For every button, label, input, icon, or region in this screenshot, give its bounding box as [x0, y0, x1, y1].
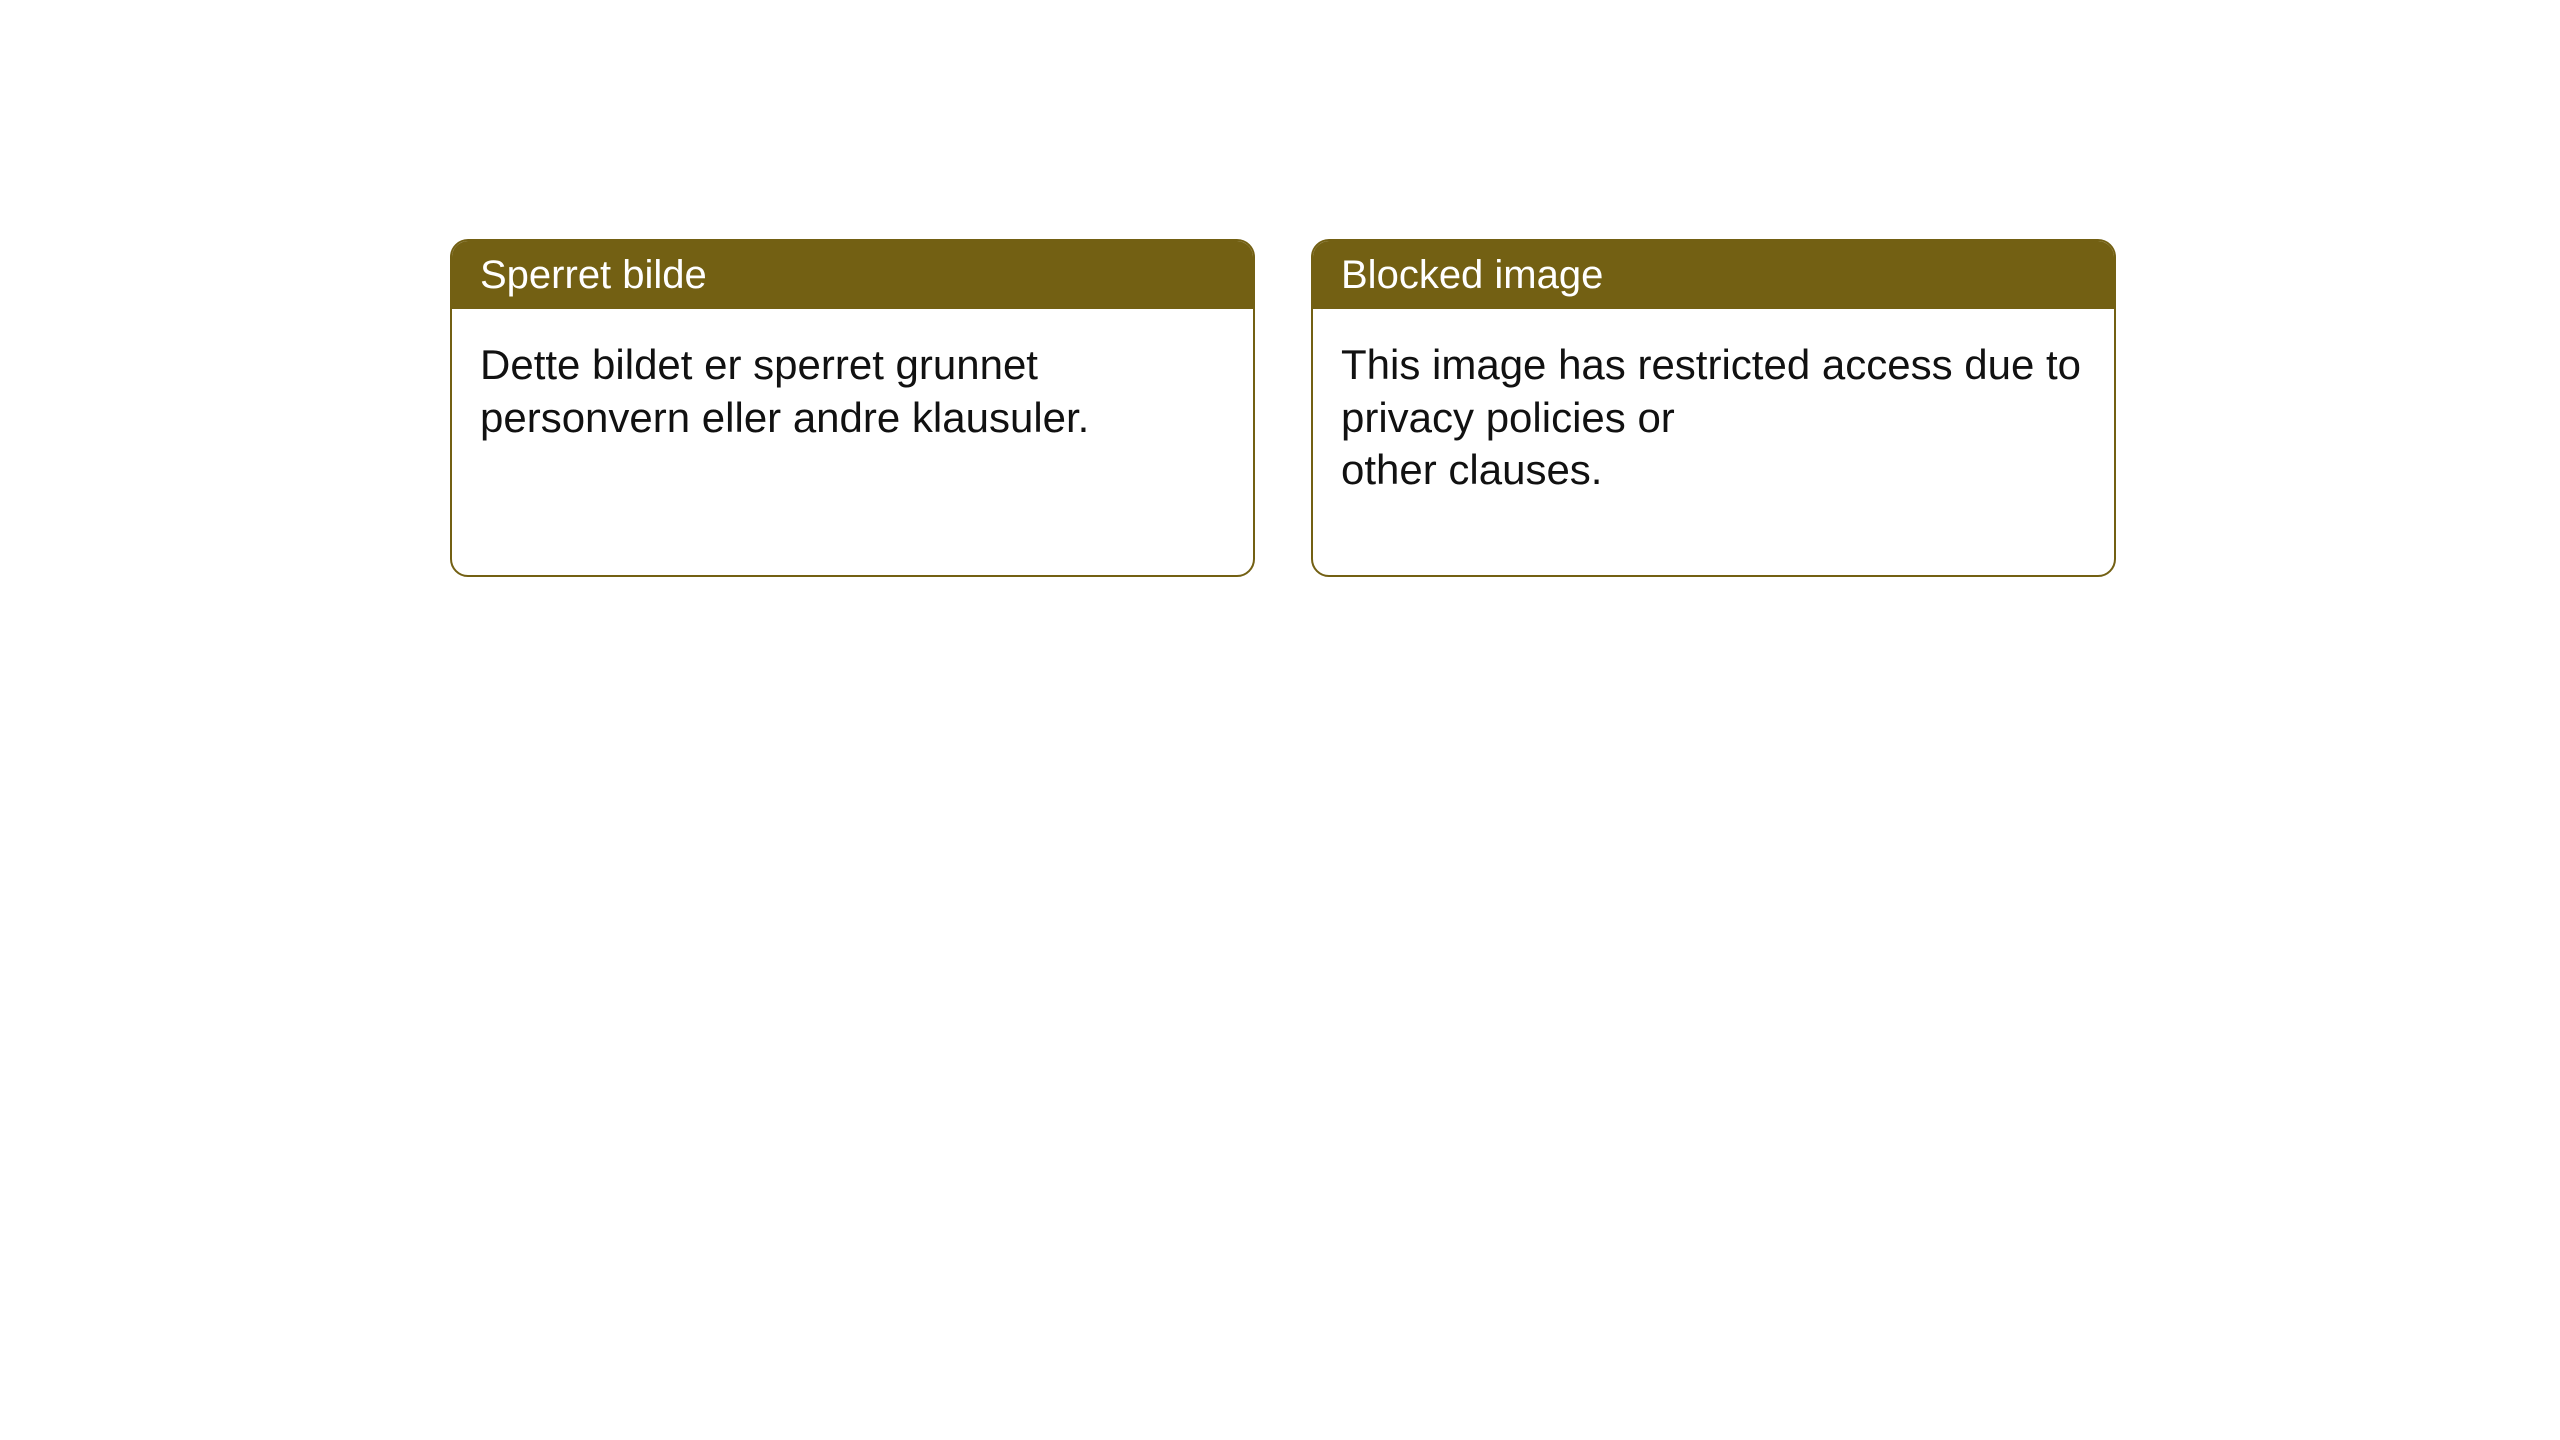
notice-card-norwegian: Sperret bilde Dette bildet er sperret gr…: [450, 239, 1255, 577]
notice-card-english: Blocked image This image has restricted …: [1311, 239, 2116, 577]
notice-text: This image has restricted access due to …: [1341, 339, 2086, 497]
notice-container: Sperret bilde Dette bildet er sperret gr…: [450, 239, 2116, 577]
notice-body-english: This image has restricted access due to …: [1313, 309, 2114, 527]
notice-title: Blocked image: [1341, 253, 1603, 297]
notice-body-norwegian: Dette bildet er sperret grunnet personve…: [452, 309, 1253, 474]
notice-title: Sperret bilde: [480, 253, 707, 297]
notice-header-english: Blocked image: [1313, 241, 2114, 309]
notice-header-norwegian: Sperret bilde: [452, 241, 1253, 309]
notice-text: Dette bildet er sperret grunnet personve…: [480, 339, 1225, 444]
